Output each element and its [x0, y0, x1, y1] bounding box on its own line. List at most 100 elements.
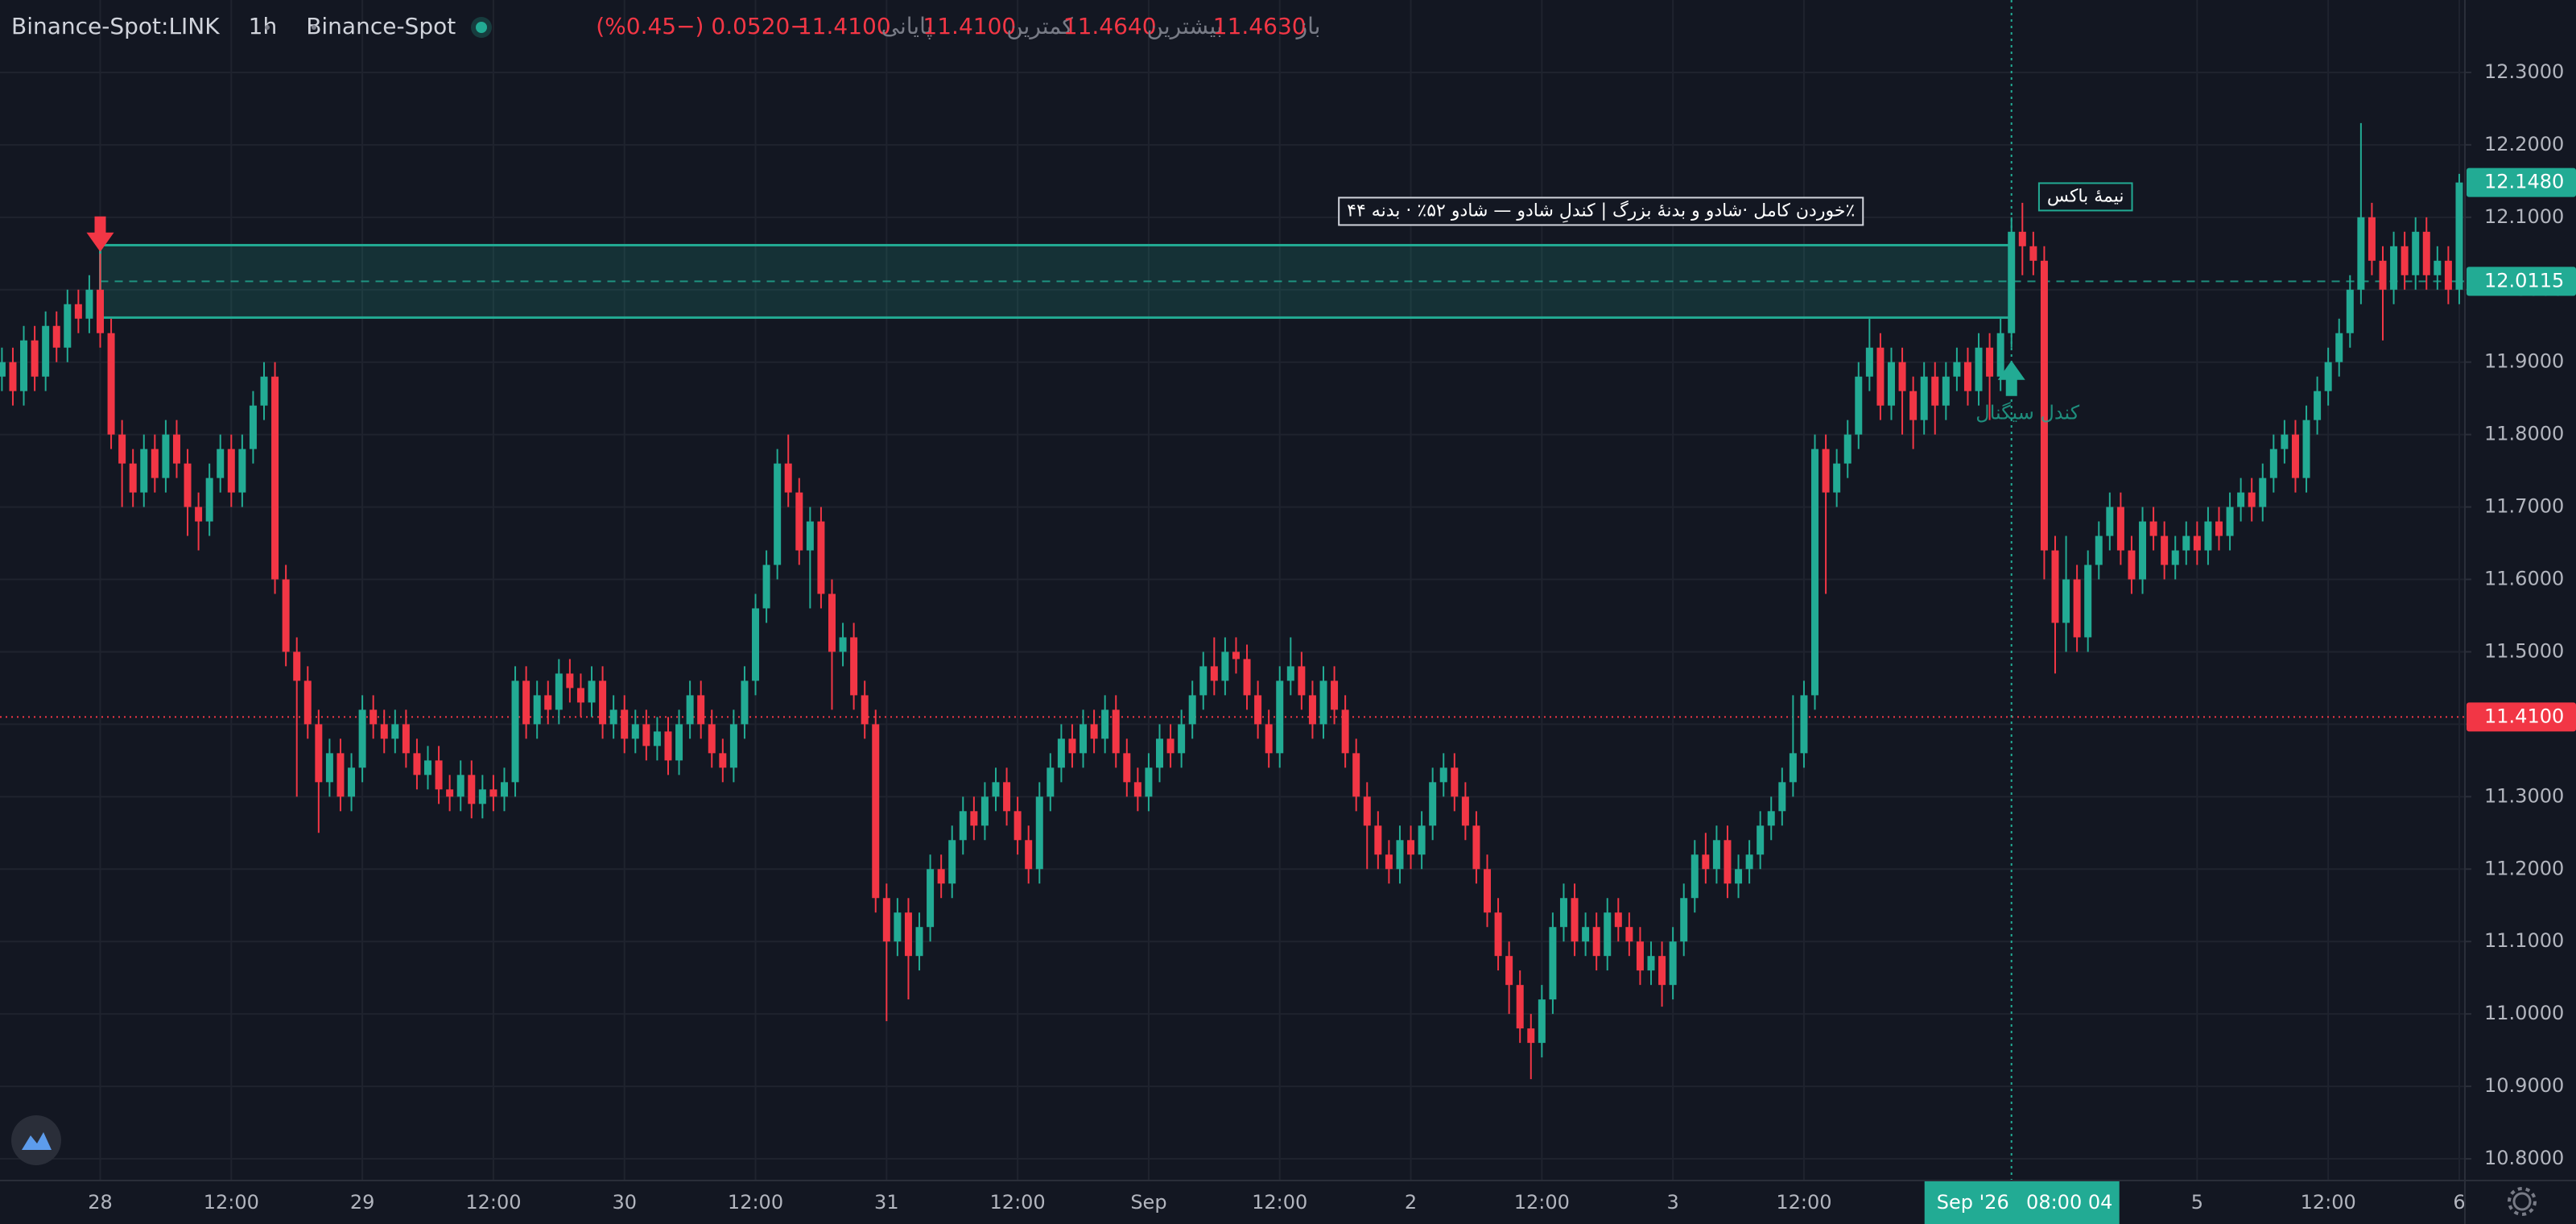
candle-body	[1046, 767, 1055, 797]
candle-body	[1702, 854, 1710, 870]
candle-body	[1833, 463, 1841, 493]
candle-body	[1080, 724, 1088, 754]
candle-body	[1155, 738, 1163, 768]
candle-body	[1319, 680, 1327, 725]
candle-body	[85, 289, 93, 319]
candle-body	[1724, 840, 1732, 884]
candle-body	[2171, 550, 2179, 565]
x-tick-label: 12:00	[1514, 1191, 1570, 1214]
candle-body	[129, 463, 137, 493]
candle-body	[2444, 260, 2452, 290]
candle-body	[2139, 521, 2147, 580]
candle-body	[1101, 709, 1109, 739]
zone-mid-label-box	[2037, 182, 2133, 212]
candle-body	[2346, 289, 2354, 333]
candle-body	[774, 463, 782, 565]
candle-body	[1636, 941, 1644, 971]
gear-ring[interactable]	[2512, 1192, 2532, 1211]
logo[interactable]	[11, 1115, 61, 1165]
y-tick-label: 10.9000	[2484, 1074, 2564, 1097]
settings-button[interactable]	[2508, 1187, 2537, 1216]
y-tick-label: 11.9000	[2484, 350, 2564, 373]
candle-body	[1909, 391, 1918, 420]
candle-body	[2062, 579, 2070, 623]
candle-body	[358, 709, 366, 768]
candle-body	[708, 724, 716, 754]
candle-body	[217, 449, 225, 478]
candle-body	[336, 753, 345, 797]
candle-body	[1680, 898, 1688, 942]
ohlc-value: 11.4640	[1063, 13, 1157, 39]
candle-body	[533, 695, 541, 725]
candle-body	[1178, 724, 1186, 754]
candle-body	[1920, 376, 1928, 420]
candle-body	[522, 680, 530, 725]
candle-body	[1363, 796, 1371, 826]
candle-body	[2324, 362, 2332, 391]
candle-body	[621, 709, 629, 739]
candle-body	[631, 724, 639, 739]
candle-body	[2161, 536, 2169, 565]
candle-body	[2018, 231, 2026, 246]
candle-body	[413, 753, 421, 775]
candle-body	[151, 449, 159, 478]
ohlc-label: پایانی	[881, 13, 933, 39]
zone-layer	[0, 0, 2465, 1181]
header: Binance-Spot:LINK 1h Binance-Spot باز11.463…	[11, 13, 1320, 39]
candle-body	[664, 731, 672, 761]
candle-body	[1286, 666, 1294, 681]
candle-body	[555, 673, 563, 710]
y-tick-label: 12.3000	[2484, 60, 2564, 83]
logo-mark[interactable]	[22, 1132, 52, 1150]
x-tick-label: 12:00	[204, 1191, 259, 1214]
candle-body	[729, 724, 737, 768]
candle-body	[1461, 796, 1469, 826]
candle-body	[489, 789, 497, 797]
candle-body	[1887, 362, 1895, 406]
candle-body	[20, 340, 28, 391]
candle-body	[325, 753, 333, 783]
candle-body	[1341, 709, 1349, 754]
candles	[0, 122, 2463, 1080]
candle-body	[904, 912, 912, 957]
y-tick-label: 11.6000	[2484, 568, 2564, 590]
candle-body	[1418, 825, 1426, 855]
candle-body	[195, 507, 203, 522]
candle-body	[1975, 347, 1983, 391]
candle-body	[1669, 941, 1677, 986]
candle-body	[980, 796, 989, 826]
zone-mid-label: نیمهٔ باکس	[2047, 186, 2124, 206]
symbol: Binance-Spot:LINK	[11, 13, 220, 39]
candle-body	[1472, 825, 1480, 870]
candle-body	[653, 731, 661, 746]
candle-body	[1254, 695, 1262, 725]
logo-circle[interactable]	[11, 1115, 61, 1165]
candle-body	[970, 811, 978, 826]
candle-body	[31, 340, 39, 377]
interval: 1h	[249, 13, 278, 39]
exchange: Binance-Spot	[306, 13, 456, 39]
candle-body	[303, 680, 312, 725]
candle-body	[1484, 869, 1492, 913]
candle-body	[97, 289, 104, 333]
change: −0.0520 (−0.45%)	[596, 13, 809, 39]
candle-body	[609, 709, 617, 725]
candle-body	[2193, 536, 2201, 551]
candle-body	[1035, 796, 1043, 870]
y-tick-label: 11.0000	[2484, 1002, 2564, 1024]
y-tick-label: 10.8000	[2484, 1147, 2564, 1169]
candle-body	[872, 724, 880, 899]
candle-body	[1789, 753, 1797, 783]
x-tick-label: 12:00	[1252, 1191, 1307, 1214]
candle-body	[817, 521, 825, 594]
candle-body	[784, 463, 792, 493]
ohlc-value: 11.4100	[923, 13, 1016, 39]
candle-body	[293, 651, 301, 681]
candle-body	[1745, 854, 1753, 870]
gear-teeth[interactable]	[2508, 1187, 2537, 1216]
candle-body	[806, 521, 814, 551]
crosshair-badge	[1924, 1181, 2120, 1224]
candle-body	[140, 449, 148, 493]
candle-body	[1822, 449, 1830, 493]
ohlc-label: کمترین	[1006, 13, 1073, 39]
